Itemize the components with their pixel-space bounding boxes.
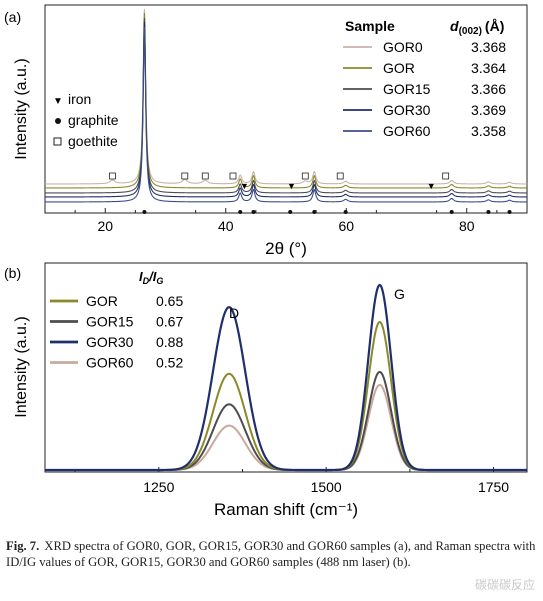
xrd-peak-markers: ▼ ▼ ▼ (109, 172, 512, 214)
d-peak-label: D (229, 305, 239, 321)
raman-panel: (b) Intensity (a.u.) Raman shift (cm⁻¹) … (4, 262, 528, 519)
xrd-x-tick-label: 60 (338, 218, 354, 234)
figure-caption: Fig. 7. XRD spectra of GOR0, GOR, GOR15,… (6, 538, 536, 570)
raman-series-gor30 (45, 283, 527, 472)
legend-d002-header: d(002) (Å) (450, 18, 504, 37)
graphite-marker (343, 210, 348, 214)
goethite-marker (229, 172, 237, 180)
iron-marker: ▼ (240, 181, 249, 191)
xrd-marker-legend: ▼ iron graphite goethite (53, 91, 119, 149)
graphite-marker (288, 210, 293, 214)
legend-d002-value: 3.368 (471, 39, 506, 55)
xrd-x-axis-label: 2θ (°) (265, 239, 307, 258)
goethite-marker (301, 172, 309, 180)
legend-series-name: GOR0 (383, 39, 423, 55)
xrd-plot-frame (44, 4, 528, 214)
raman-x-tick-label: 1750 (478, 479, 509, 495)
d-unit: (Å) (485, 18, 504, 34)
xrd-panel: (a) Intensity (a.u.) 2θ (°) 20 40 60 80 ▼ ▼ ▼… (4, 4, 528, 258)
legend-d002-value: 3.369 (471, 102, 506, 118)
legend-sample-header: Sample (345, 18, 395, 34)
raman-legend-series-name: GOR60 (86, 355, 134, 371)
raman-x-tick-label: 1500 (311, 479, 342, 495)
legend-d002-value: 3.366 (471, 81, 506, 97)
figure: (a) Intensity (a.u.) 2θ (°) 20 40 60 80 ▼ ▼ ▼… (4, 4, 528, 519)
caption-text: XRD spectra of GOR0, GOR, GOR15, GOR30 a… (6, 539, 536, 569)
xrd-series-gor0 (45, 8, 527, 185)
raman-legend: ID/IG GOR 0.65 GOR15 0.67 GOR30 0.88 GOR60 0.52 (50, 269, 183, 371)
legend-d002-value: 3.358 (471, 123, 506, 139)
raman-x-axis-label: Raman shift (cm⁻¹) (214, 500, 358, 519)
xrd-panel-label: (a) (4, 9, 21, 25)
graphite-marker (251, 210, 256, 214)
goethite-marker (442, 172, 450, 180)
legend-graphite-symbol (55, 118, 61, 124)
raman-x-tick-label: 1250 (143, 479, 174, 495)
g-peak-label: G (394, 286, 405, 302)
xrd-y-axis-label: Intensity (a.u.) (13, 58, 30, 159)
xrd-x-tick-label: 40 (218, 218, 234, 234)
goethite-marker (181, 172, 189, 180)
watermark: 碳碳碳反应 (474, 578, 535, 592)
legend-goethite-symbol (53, 137, 62, 146)
raman-x-ticks: 1250 1500 1750 (74, 467, 509, 495)
legend-series-name: GOR60 (383, 123, 431, 139)
xrd-series-gor15 (45, 17, 527, 194)
raman-series-gor15 (45, 370, 527, 471)
xrd-x-tick-label: 20 (97, 218, 113, 234)
legend-marker-label: graphite (68, 112, 119, 128)
legend-marker-label: iron (68, 91, 91, 107)
legend-series-name: GOR (383, 60, 415, 76)
goethite-marker (336, 172, 344, 180)
raman-y-axis-label: Intensity (a.u.) (13, 316, 30, 417)
id-ig-header: ID/IG (139, 269, 163, 286)
raman-legend-id-ig-value: 0.65 (156, 293, 183, 309)
raman-series-lines (45, 283, 527, 472)
legend-series-name: GOR30 (383, 102, 431, 118)
xrd-series-lines (45, 8, 527, 203)
goethite-marker (109, 172, 116, 180)
graphite-marker (449, 210, 454, 214)
graphite-marker (238, 210, 243, 214)
iron-marker: ▼ (287, 181, 296, 191)
legend-d002-value: 3.364 (471, 60, 506, 76)
d-subscript: (002) (459, 26, 482, 37)
raman-series-gor60 (45, 383, 527, 471)
graphite-marker (486, 210, 491, 214)
legend-marker-label: goethite (68, 133, 118, 149)
xrd-legend-rows: GOR0 3.368 GOR 3.364 GOR15 3.366 GOR30 3.369 GOR… (343, 39, 506, 139)
xrd-x-tick-label: 80 (459, 218, 475, 234)
xrd-series-gor30 (45, 21, 527, 198)
d-symbol: d (450, 18, 459, 34)
caption-label: Fig. 7. (6, 539, 40, 553)
raman-legend-series-name: GOR15 (86, 314, 134, 330)
raman-legend-rows: GOR 0.65 GOR15 0.67 GOR30 0.88 GOR60 0.52 (50, 293, 183, 371)
graphite-marker (142, 210, 147, 214)
raman-legend-id-ig-value: 0.52 (156, 355, 183, 371)
iron-marker: ▼ (427, 181, 436, 191)
legend-series-name: GOR15 (383, 81, 431, 97)
xrd-legend: Sample d(002) (Å) GOR0 3.368 GOR 3.364 GOR15 3… (343, 18, 506, 139)
graphite-marker (312, 210, 317, 214)
raman-plot-frame (44, 262, 528, 473)
xrd-series-gor60 (45, 26, 527, 203)
goethite-marker (201, 172, 209, 180)
xrd-x-ticks: 20 40 60 80 (74, 208, 498, 234)
raman-legend-series-name: GOR (86, 293, 118, 309)
raman-legend-id-ig-value: 0.88 (156, 334, 183, 350)
xrd-series-gor (45, 12, 527, 189)
legend-iron-symbol: ▼ (53, 96, 63, 107)
graphite-marker (507, 210, 512, 214)
raman-panel-label: (b) (4, 265, 21, 281)
raman-legend-id-ig-value: 0.67 (156, 314, 183, 330)
raman-legend-series-name: GOR30 (86, 334, 134, 350)
